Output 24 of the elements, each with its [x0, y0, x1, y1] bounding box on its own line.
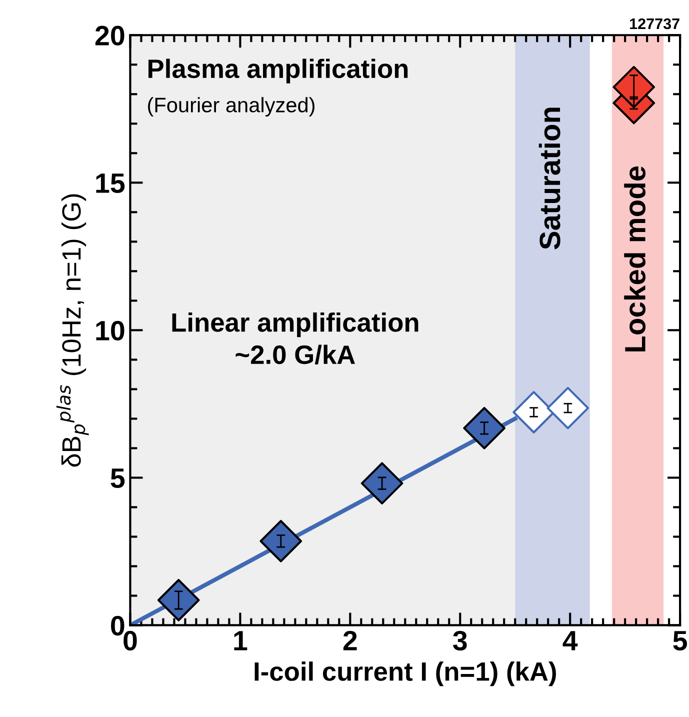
- y-tick-label: 5: [110, 468, 125, 488]
- text: 127737: [630, 18, 680, 30]
- point: [157, 578, 200, 622]
- point: [260, 520, 302, 562]
- point: [360, 462, 404, 504]
- annotation: (Fourier analyzed): [148, 97, 314, 117]
- x-tick-label: 3: [453, 630, 467, 651]
- y-tick-label: 20: [95, 26, 124, 46]
- x-tick-label: 1: [234, 631, 248, 650]
- band-label: Locked mode: [624, 166, 646, 352]
- x-tick-label: 4: [562, 631, 578, 650]
- point: [463, 406, 506, 450]
- point: [546, 386, 590, 430]
- y-tick-label: 0: [111, 616, 124, 636]
- annotation: Linear amplification ~2.0 G/kA: [172, 312, 418, 364]
- band-label: Saturation: [538, 108, 560, 250]
- x-tick-label: 5: [673, 631, 687, 650]
- annotation: Plasma amplification: [148, 58, 408, 84]
- y-tick-label: 15: [96, 174, 125, 193]
- y-tick-label: 10: [96, 320, 124, 341]
- point: [512, 391, 555, 434]
- x-axis-title: I-coil current I (n=1) (kA): [254, 662, 556, 686]
- y-axis-title: δB$_{p}$$^{plas}$ (10Hz, n=1) (G): [56, 194, 89, 467]
- x-tick-label: 2: [343, 630, 357, 650]
